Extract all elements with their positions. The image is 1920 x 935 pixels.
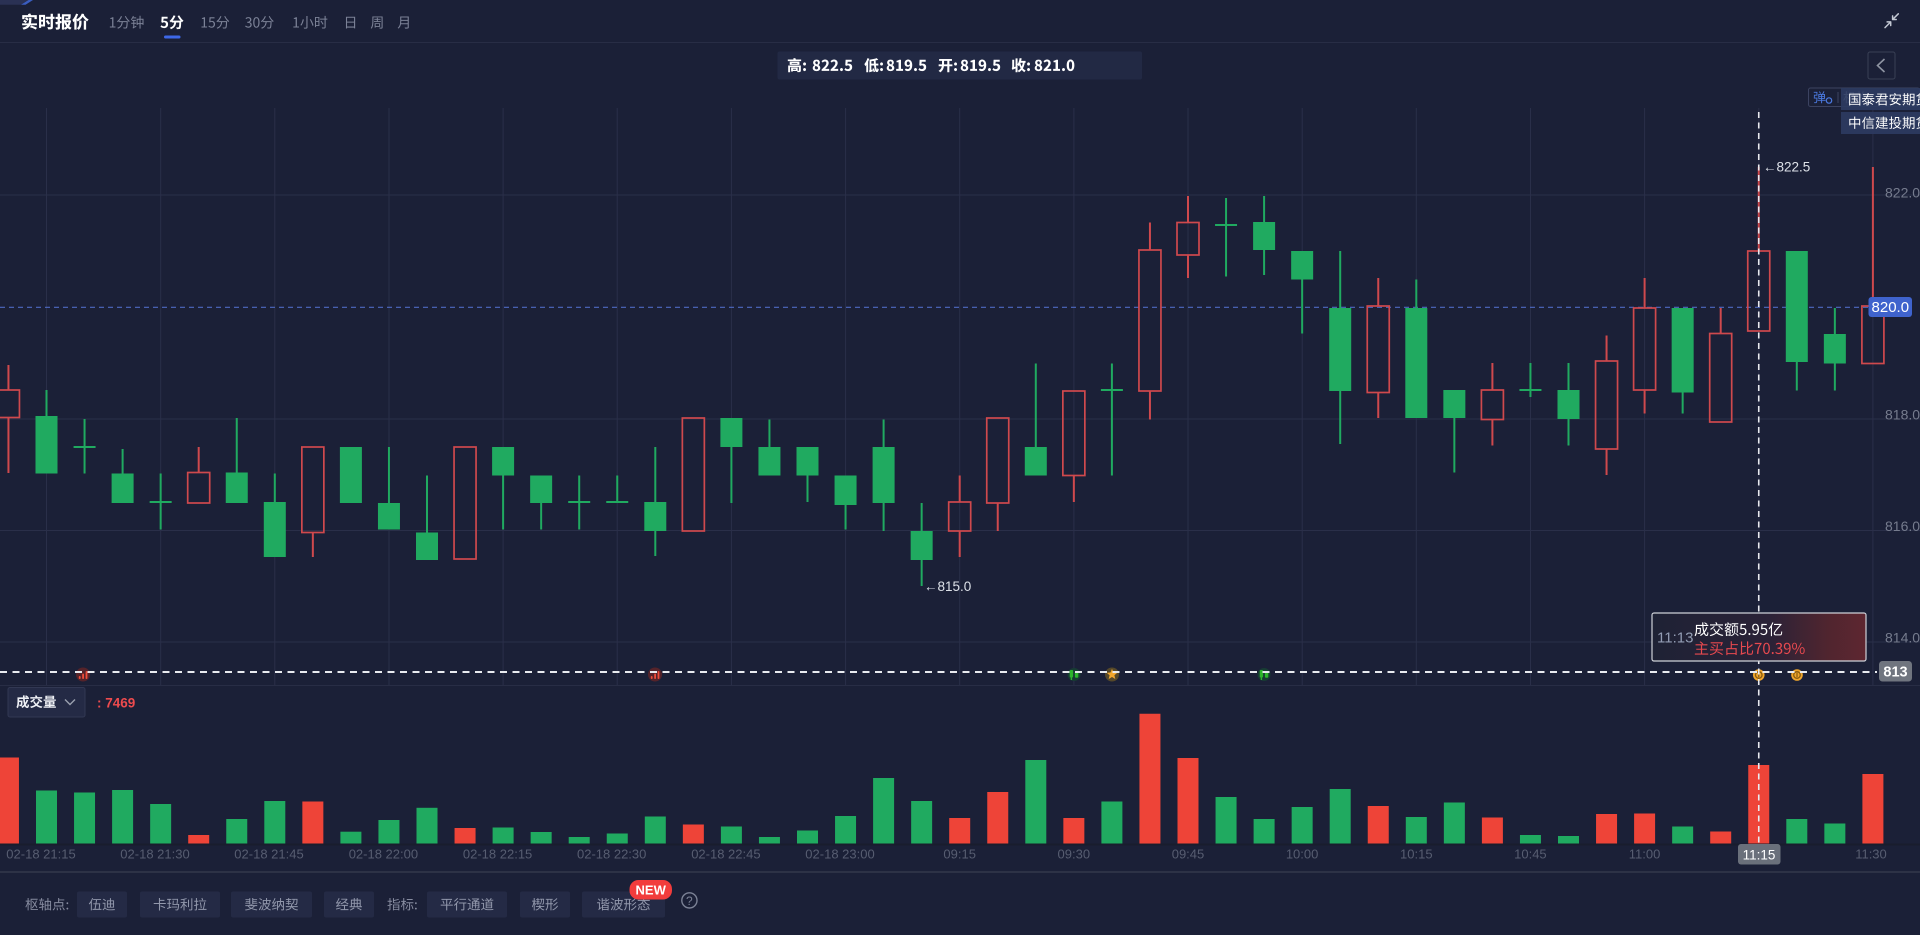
svg-text:813: 813	[1883, 665, 1907, 681]
svg-text:814.0: 814.0	[1885, 630, 1920, 646]
svg-text:11:00: 11:00	[1629, 847, 1661, 862]
svg-text:11:13: 11:13	[1657, 630, 1693, 647]
svg-text:816.0: 816.0	[1885, 518, 1920, 534]
svg-text:←822.5: ←822.5	[1763, 160, 1810, 175]
svg-text:02-18 22:45: 02-18 22:45	[691, 847, 760, 862]
svg-text:: 7469: : 7469	[97, 696, 135, 711]
svg-text:10:45: 10:45	[1514, 847, 1547, 862]
svg-text:02-18 22:00: 02-18 22:00	[349, 847, 418, 862]
svg-text:02-18 21:30: 02-18 21:30	[120, 847, 189, 862]
svg-text:09:30: 09:30	[1058, 847, 1091, 862]
svg-text:02-18 23:00: 02-18 23:00	[805, 847, 874, 862]
svg-text:02-18 22:15: 02-18 22:15	[463, 847, 532, 862]
svg-text:10:00: 10:00	[1286, 847, 1319, 862]
svg-text:11:15: 11:15	[1743, 848, 1776, 863]
svg-text:11:30: 11:30	[1855, 847, 1887, 862]
svg-text:09:15: 09:15	[943, 847, 976, 862]
svg-text:02-18 21:15: 02-18 21:15	[6, 847, 75, 862]
svg-text:820.0: 820.0	[1872, 299, 1910, 316]
svg-text:02-18 22:30: 02-18 22:30	[577, 847, 646, 862]
svg-text:822.0: 822.0	[1885, 185, 1920, 201]
svg-text:NEW: NEW	[636, 883, 667, 898]
svg-text:02-18 21:45: 02-18 21:45	[234, 847, 303, 862]
svg-text:818.0: 818.0	[1885, 407, 1920, 423]
svg-text:?: ?	[686, 894, 693, 908]
svg-text:09:45: 09:45	[1172, 847, 1205, 862]
svg-text:10:15: 10:15	[1400, 847, 1433, 862]
svg-text:←815.0: ←815.0	[924, 579, 971, 594]
